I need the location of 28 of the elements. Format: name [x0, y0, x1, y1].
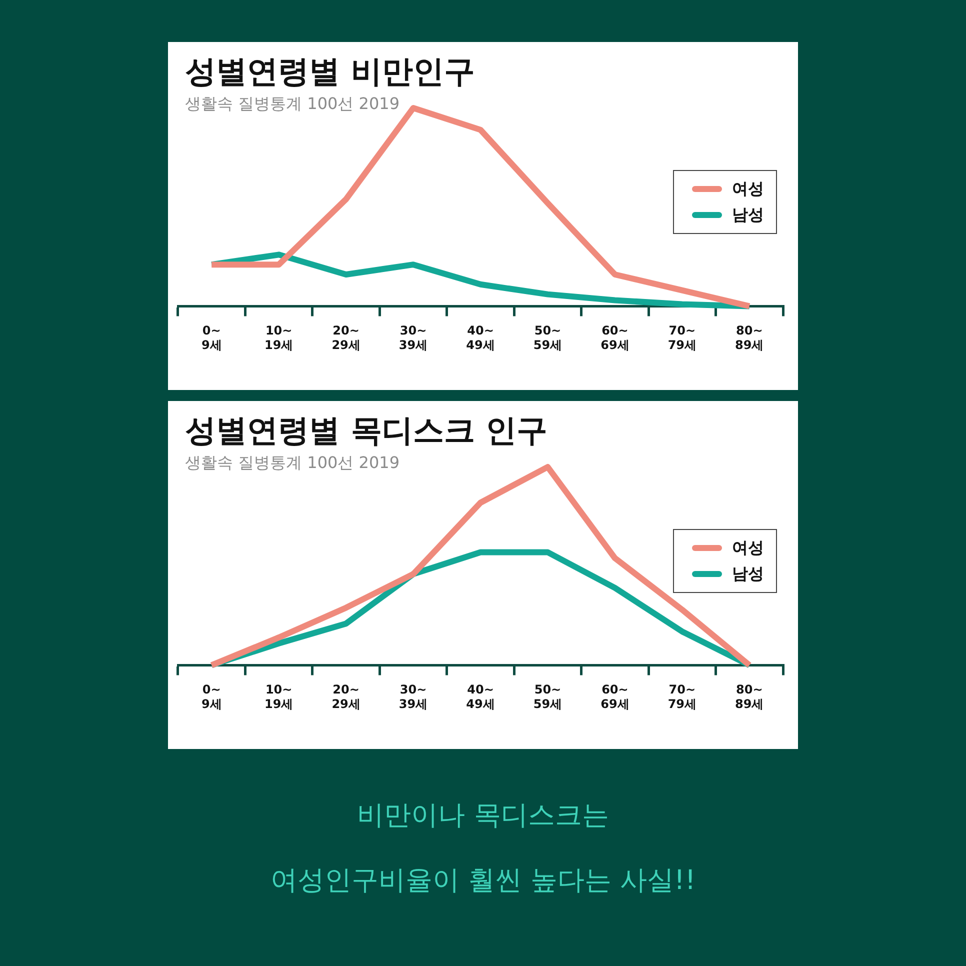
- x-tick-label: 40~ 49세: [466, 682, 495, 711]
- text: 비만이나 목디스크는: [356, 799, 610, 833]
- x-tick-label: 60~ 69세: [600, 682, 630, 711]
- x-tick-label: 20~ 29세: [332, 682, 360, 711]
- x-tick-label: 70~ 79세: [668, 324, 697, 352]
- legend-label: 여성: [732, 178, 764, 200]
- x-tick-label: 50~ 59세: [533, 324, 562, 352]
- x-tick-label: 40~ 49세: [466, 324, 495, 352]
- x-tick-label: 30~ 39세: [398, 682, 428, 711]
- x-tick-label: 0~ 9세: [201, 682, 222, 711]
- chart-subtitle: 생활속 질병통계 100선 2019: [185, 94, 400, 114]
- x-tick-label: 10~ 19세: [264, 682, 294, 711]
- x-tick-label: 60~ 69세: [600, 324, 630, 352]
- text: 여성인구비율이 훨씬 높다는 사실!!: [269, 864, 697, 898]
- chart-title: 성별연령별 비만인구: [185, 54, 475, 92]
- x-tick-label: 20~ 29세: [332, 324, 360, 352]
- x-tick-label: 10~ 19세: [264, 324, 294, 352]
- x-tick-label: 80~ 89세: [735, 682, 764, 711]
- chart-subtitle: 생활속 질병통계 100선 2019: [185, 453, 400, 472]
- x-tick-label: 70~ 79세: [668, 682, 697, 711]
- legend-label: 남성: [732, 564, 764, 584]
- x-tick-label: 0~ 9세: [201, 324, 222, 352]
- x-tick-label: 30~ 39세: [398, 324, 428, 352]
- legend-label: 여성: [732, 538, 764, 558]
- chart-title: 성별연령별 목디스크 인구: [185, 413, 548, 450]
- x-tick-label: 80~ 89세: [735, 324, 764, 352]
- legend-label: 남성: [732, 204, 764, 226]
- x-tick-label: 50~ 59세: [533, 682, 562, 711]
